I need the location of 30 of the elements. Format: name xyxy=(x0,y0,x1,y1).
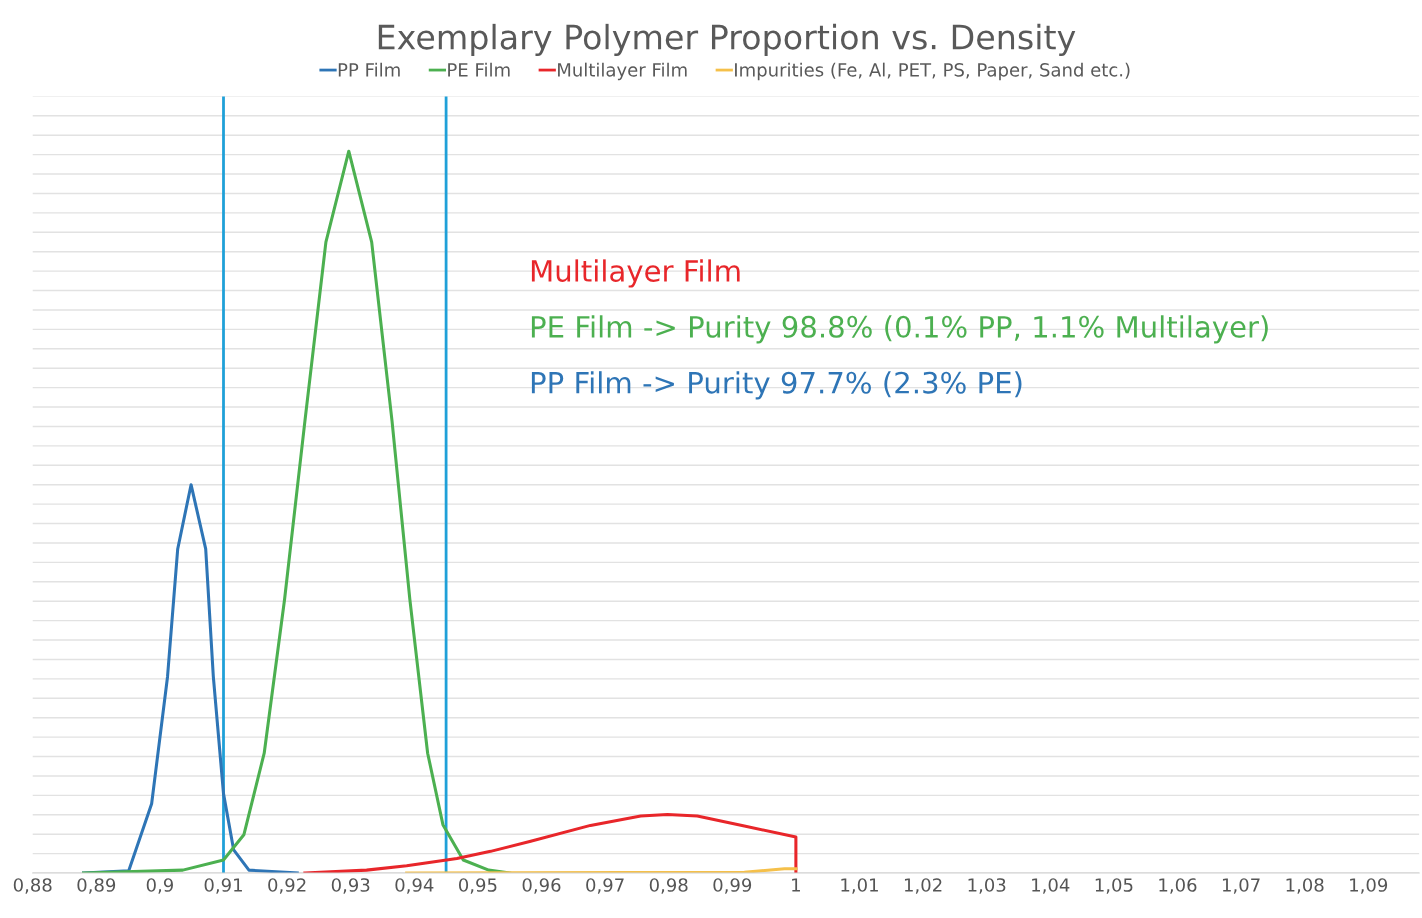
annotation: PE Film -> Purity 98.8% (0.1% PP, 1.1% Multilayer) xyxy=(531,315,1268,344)
x-tick-label: 1,07 xyxy=(1222,878,1260,894)
legend-label: Multilayer Film xyxy=(558,62,687,81)
x-tick-label: 0,96 xyxy=(522,878,561,894)
x-tick-label: 1,02 xyxy=(904,878,942,894)
legend-label: PE Film xyxy=(448,62,510,77)
chart-title: Exemplary Polymer Proportion vs. Density xyxy=(378,23,1076,57)
x-tick-label: 1,05 xyxy=(1095,878,1133,894)
x-tick-label: 0,9 xyxy=(146,878,173,894)
x-tick-label: 1,06 xyxy=(1159,878,1197,894)
x-tick-label: 0,95 xyxy=(458,878,497,894)
x-tick-label: 0,88 xyxy=(13,878,52,894)
x-tick-label: 0,98 xyxy=(649,878,688,894)
x-tick-label: 0,94 xyxy=(395,878,434,894)
legend-label: PP Film xyxy=(338,62,400,77)
x-tick-label: 0,92 xyxy=(268,878,306,894)
annotation: Multilayer Film xyxy=(531,259,740,288)
x-tick-label: 1,01 xyxy=(841,878,878,894)
legend-label: Impurities (Fe, Al, PET, PS, Paper, Sand etc.) xyxy=(735,62,1130,81)
x-tick-label: 1,04 xyxy=(1032,878,1070,894)
x-tick-label: 0,89 xyxy=(77,878,116,894)
annotation: PP Film -> Purity 97.7% (2.3% PE) xyxy=(531,371,1022,400)
x-tick-label: 1 xyxy=(792,878,800,892)
x-tick-label: 0,97 xyxy=(586,878,624,894)
x-tick-label: 0,99 xyxy=(713,878,752,894)
x-tick-label: 0,91 xyxy=(204,878,242,894)
x-tick-label: 0,93 xyxy=(331,878,370,894)
x-tick-label: 1,09 xyxy=(1350,878,1388,894)
x-tick-label: 1,03 xyxy=(968,878,1006,894)
x-tick-label: 1,08 xyxy=(1286,878,1324,894)
